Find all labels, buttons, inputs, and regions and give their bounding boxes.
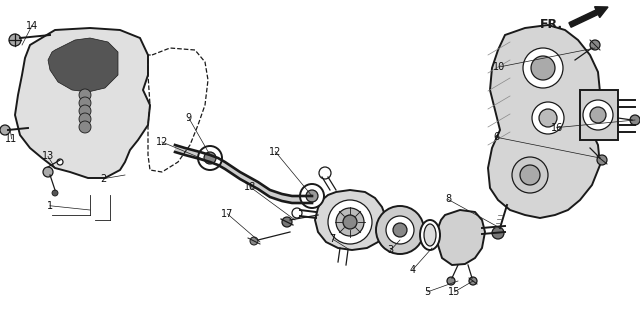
Polygon shape: [48, 38, 118, 92]
Circle shape: [300, 184, 324, 208]
Polygon shape: [175, 145, 185, 155]
Circle shape: [336, 208, 364, 236]
Ellipse shape: [420, 220, 440, 250]
Polygon shape: [438, 210, 485, 265]
Polygon shape: [225, 162, 240, 179]
Circle shape: [79, 121, 91, 133]
Polygon shape: [305, 196, 312, 203]
Text: 7: 7: [330, 234, 336, 244]
Circle shape: [590, 107, 606, 123]
Circle shape: [43, 167, 53, 177]
Circle shape: [376, 206, 424, 254]
Circle shape: [520, 165, 540, 185]
Text: 17: 17: [221, 209, 234, 219]
Ellipse shape: [424, 224, 436, 246]
Circle shape: [79, 105, 91, 117]
Circle shape: [386, 216, 414, 244]
Circle shape: [204, 152, 216, 164]
Polygon shape: [15, 28, 150, 178]
Circle shape: [292, 208, 302, 218]
Circle shape: [393, 223, 407, 237]
Circle shape: [630, 115, 640, 125]
Circle shape: [319, 167, 331, 179]
Text: 5: 5: [424, 287, 431, 297]
Polygon shape: [315, 190, 386, 250]
Text: 6: 6: [493, 132, 499, 142]
Circle shape: [250, 237, 258, 245]
Circle shape: [531, 56, 555, 80]
Circle shape: [282, 217, 292, 227]
Circle shape: [79, 97, 91, 109]
Text: 9: 9: [186, 113, 192, 123]
Polygon shape: [270, 190, 282, 201]
Circle shape: [532, 102, 564, 134]
Text: 8: 8: [445, 194, 451, 204]
Text: 2: 2: [100, 174, 107, 184]
Polygon shape: [240, 172, 258, 189]
Text: 13: 13: [42, 151, 54, 161]
Polygon shape: [185, 148, 200, 159]
Circle shape: [539, 109, 557, 127]
Text: 18: 18: [243, 182, 256, 192]
FancyArrow shape: [569, 7, 608, 27]
Text: 16: 16: [550, 122, 563, 133]
Polygon shape: [200, 152, 210, 162]
Text: 1: 1: [47, 201, 53, 211]
Circle shape: [79, 89, 91, 101]
Circle shape: [597, 155, 607, 165]
Polygon shape: [488, 25, 600, 218]
Circle shape: [523, 48, 563, 88]
Circle shape: [79, 113, 91, 125]
Text: 10: 10: [493, 62, 506, 72]
Circle shape: [328, 200, 372, 244]
Circle shape: [57, 159, 63, 165]
Text: 4: 4: [410, 264, 416, 275]
Text: 3: 3: [387, 245, 394, 256]
Polygon shape: [292, 196, 305, 203]
Polygon shape: [580, 90, 618, 140]
Circle shape: [306, 190, 318, 202]
Circle shape: [512, 157, 548, 193]
Circle shape: [52, 190, 58, 196]
Polygon shape: [258, 182, 270, 197]
Circle shape: [198, 146, 222, 170]
Text: 12: 12: [156, 137, 168, 147]
Polygon shape: [218, 158, 225, 169]
Circle shape: [447, 277, 455, 285]
Text: 14: 14: [26, 20, 38, 31]
Circle shape: [9, 34, 21, 46]
Polygon shape: [282, 194, 292, 203]
Circle shape: [0, 125, 10, 135]
Text: 15: 15: [448, 287, 461, 297]
Text: 11: 11: [5, 134, 18, 144]
Text: 12: 12: [269, 146, 282, 157]
Text: FR.: FR.: [540, 19, 563, 32]
Circle shape: [492, 227, 504, 239]
Circle shape: [590, 40, 600, 50]
Circle shape: [469, 277, 477, 285]
Polygon shape: [210, 155, 218, 165]
Circle shape: [343, 215, 357, 229]
Circle shape: [583, 100, 613, 130]
